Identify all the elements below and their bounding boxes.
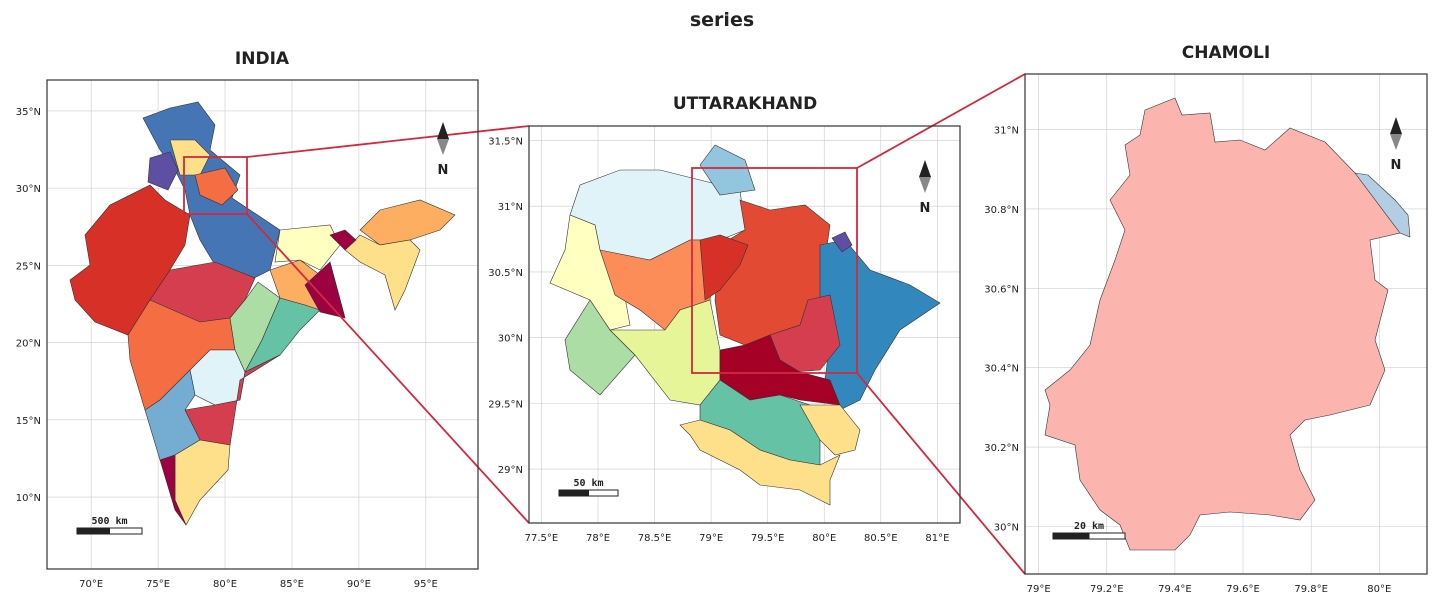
north-arrow (1390, 117, 1402, 134)
north-arrow (919, 177, 931, 193)
region (699, 234, 749, 301)
zoom-connector (246, 213, 530, 524)
y-tick-label: 30.5°N (488, 268, 523, 279)
y-tick-label: 29.5°N (488, 399, 523, 410)
x-tick-label: 79.2°E (1090, 584, 1124, 595)
uttarakhand-map (549, 144, 941, 506)
north-arrow (437, 139, 449, 155)
zoom-connector (246, 125, 530, 158)
region (159, 454, 187, 526)
north-arrow (1390, 134, 1402, 150)
y-tick-label: 31°N (994, 126, 1019, 137)
north-arrow (919, 160, 931, 177)
y-tick-label: 31°N (498, 202, 523, 213)
y-tick-label: 30°N (16, 184, 41, 195)
x-tick-label: 77.5°E (525, 533, 559, 544)
region (819, 239, 941, 411)
x-tick-label: 78.5°E (638, 533, 672, 544)
x-tick-label: 70°E (79, 579, 103, 590)
region (799, 404, 861, 456)
y-tick-label: 20°N (16, 339, 41, 350)
region (304, 261, 346, 319)
y-tick-label: 15°N (16, 416, 41, 427)
panel-title: UTTARAKHAND (673, 94, 817, 114)
panel-title: INDIA (235, 49, 290, 69)
x-tick-label: 81°E (925, 533, 949, 544)
north-label: N (920, 201, 931, 216)
scale-label: 20 km (1074, 521, 1104, 532)
x-tick-label: 79.4°E (1158, 584, 1192, 595)
region (679, 419, 841, 506)
scale-bar (109, 527, 143, 535)
panel-frame (1024, 73, 1428, 575)
zoom-box (691, 167, 858, 374)
x-tick-label: 79.5°E (751, 533, 785, 544)
zoom-connector (856, 73, 1026, 169)
north-arrow (437, 122, 449, 139)
zoom-connector (856, 372, 1026, 575)
y-tick-label: 25°N (16, 261, 41, 272)
x-tick-label: 85°E (280, 579, 304, 590)
region (274, 224, 341, 271)
north-label: N (438, 163, 449, 178)
x-tick-label: 95°E (414, 579, 438, 590)
scale-bar (1052, 532, 1090, 540)
y-tick-label: 30.8°N (984, 205, 1019, 216)
y-tick-label: 30°N (498, 334, 523, 345)
scale-label: 500 km (91, 516, 127, 527)
y-tick-label: 30.4°N (984, 364, 1019, 375)
x-tick-label: 90°E (347, 579, 371, 590)
scale-bar (588, 489, 619, 497)
overlays: 70°E 75°E 80°E 85°E 90°E 95°E 10°N 15°N 20°N 25°N… (16, 73, 1428, 595)
x-tick-label: 80°E (1367, 584, 1391, 595)
y-tick-label: 30.6°N (984, 284, 1019, 295)
district (1354, 172, 1411, 238)
region (147, 151, 179, 191)
district (1044, 97, 1401, 551)
india-map (69, 101, 456, 526)
x-tick-label: 80°E (213, 579, 237, 590)
x-tick-label: 79.8°E (1294, 584, 1328, 595)
chamoli-map (1044, 97, 1411, 551)
panel-frame (46, 79, 479, 570)
scale-bar (1088, 532, 1126, 540)
y-tick-label: 10°N (16, 493, 41, 504)
zoom-box (183, 156, 248, 215)
scale-bar (558, 489, 589, 497)
x-tick-label: 78°E (586, 533, 610, 544)
figure-title: series (690, 9, 754, 31)
region (549, 214, 631, 331)
scale-bar (76, 527, 110, 535)
y-tick-label: 30°N (994, 522, 1019, 533)
x-tick-label: 75°E (146, 579, 170, 590)
region (329, 229, 357, 251)
region (344, 234, 421, 311)
x-tick-label: 80.5°E (864, 533, 898, 544)
region (831, 231, 853, 253)
x-tick-label: 79.6°E (1226, 584, 1260, 595)
y-tick-label: 31.5°N (488, 136, 523, 147)
y-tick-label: 35°N (16, 107, 41, 118)
x-tick-label: 80°E (812, 533, 836, 544)
region (359, 199, 456, 246)
region (699, 144, 756, 196)
north-label: N (1391, 158, 1402, 173)
x-tick-label: 79°E (1027, 584, 1051, 595)
panel-title: CHAMOLI (1182, 43, 1270, 63)
region (194, 167, 239, 206)
panel-frame (528, 125, 961, 524)
scale-label: 50 km (573, 478, 603, 489)
y-tick-label: 30.2°N (984, 443, 1019, 454)
region (174, 439, 231, 526)
x-tick-label: 79°E (699, 533, 723, 544)
y-tick-label: 29°N (498, 465, 523, 476)
